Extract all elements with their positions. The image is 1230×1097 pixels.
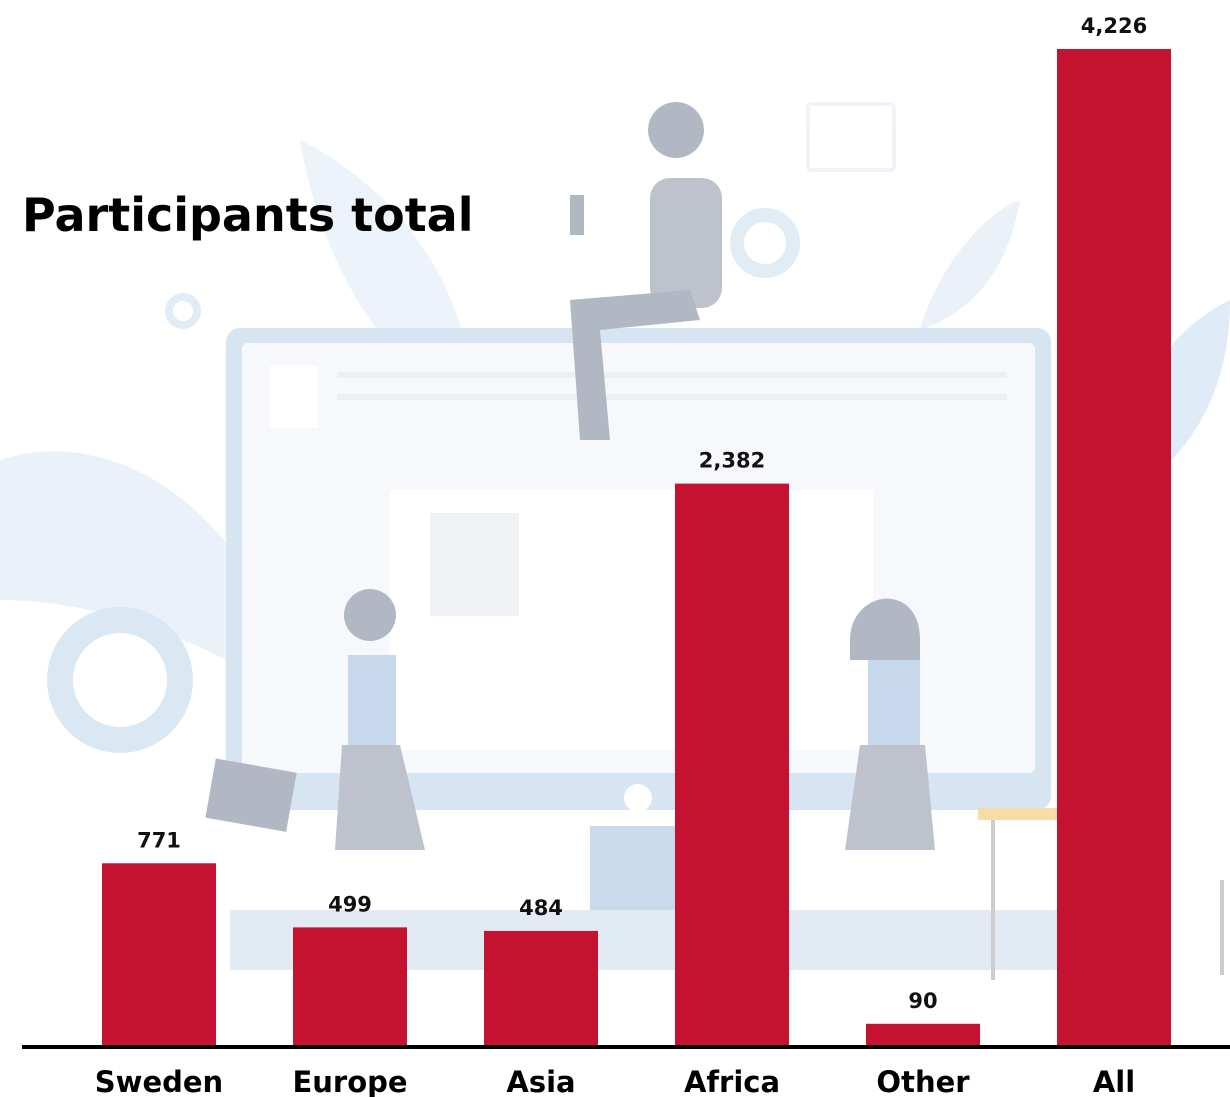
x-tick-label: Europe (292, 1065, 407, 1097)
value-label: 2,382 (699, 449, 765, 473)
bar (1057, 49, 1171, 1045)
value-label: 771 (137, 828, 181, 852)
gear (737, 215, 793, 271)
desk (978, 808, 1058, 820)
x-tick-label: Africa (684, 1065, 780, 1097)
gear (169, 297, 197, 325)
screen-line (337, 394, 1007, 400)
bar (102, 863, 216, 1045)
bar (293, 927, 407, 1045)
x-tick-label: Asia (506, 1065, 575, 1097)
small-screen (808, 104, 894, 170)
bar (484, 931, 598, 1045)
bar (675, 484, 789, 1045)
value-label: 4,226 (1081, 14, 1147, 38)
monitor-button (624, 784, 652, 812)
gear (60, 620, 180, 740)
screen-line (337, 372, 1007, 378)
value-label: 90 (908, 989, 937, 1013)
chart-title: Participants total (22, 188, 474, 242)
screen-block (430, 513, 519, 616)
screen-block (270, 366, 318, 428)
x-tick-label: Other (876, 1065, 970, 1097)
chart: Participants total 771 Sweden 499 Europe 484… (0, 0, 1230, 1097)
x-tick-label: All (1093, 1065, 1135, 1097)
bar (866, 1024, 980, 1045)
value-label: 484 (519, 896, 563, 920)
value-label: 499 (328, 892, 372, 916)
leaf (920, 200, 1020, 330)
x-tick-label: Sweden (95, 1065, 223, 1097)
